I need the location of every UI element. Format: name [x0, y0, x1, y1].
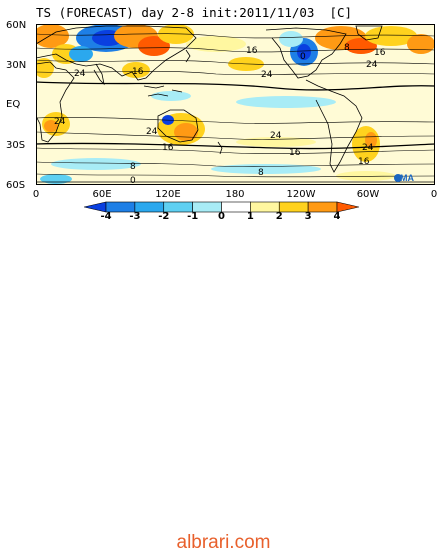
temperature-anomaly-map: 16 24 0 16 24 8 16 24 24 24 16 24 16 8 2…	[36, 24, 435, 185]
colorbar-tick-label: 4	[333, 211, 341, 222]
lon-label: 60E	[92, 189, 112, 200]
contour-label: 0	[300, 52, 306, 62]
jma-logo-text: JMA	[395, 173, 415, 183]
chart-title: TS (FORECAST) day 2-8 init:2011/11/03 [C…	[36, 5, 353, 20]
contour-label: 24	[54, 117, 66, 127]
contour-label: 16	[358, 157, 370, 167]
map-frame	[36, 24, 435, 185]
isotherm-contours	[36, 33, 435, 178]
contour-label: 24	[261, 70, 273, 80]
colorbar-tick-label: -1	[187, 211, 199, 222]
lat-label-60s: 60S	[6, 180, 26, 191]
contour-label: 24	[362, 143, 374, 153]
lon-label: 180	[225, 189, 245, 200]
lat-label-60n: 60N	[6, 20, 27, 31]
colorbar-tick-label: -2	[158, 211, 170, 222]
lat-label-30n: 30N	[6, 60, 27, 71]
contour-label: 16	[132, 67, 144, 77]
lon-label: 120W	[286, 189, 316, 200]
colorbar-tick-label: -3	[129, 211, 141, 222]
lat-label-eq: EQ	[6, 99, 21, 110]
coastlines	[36, 25, 435, 183]
lon-label: 120E	[155, 189, 181, 200]
contour-label: 8	[130, 162, 136, 172]
lat-label-30s: 30S	[6, 140, 26, 151]
watermark: albrari.com	[176, 532, 271, 553]
contour-label-group: 16 24 0 16 24 8 16 24 24 24 16 24 16 8 2…	[54, 43, 386, 185]
thick-contours	[36, 81, 435, 150]
contour-label: 16	[374, 48, 386, 58]
contour-label: 8	[258, 168, 264, 178]
colorbar	[84, 201, 359, 213]
contour-label: 24	[146, 127, 158, 137]
contour-label: 16	[289, 148, 301, 158]
map-svg: 16 24 0 16 24 8 16 24 24 24 16 24 16 8 2…	[36, 24, 435, 185]
contour-label: 24	[270, 131, 282, 141]
colorbar-tick-label: 3	[304, 211, 312, 222]
colorbar-tick-label: 2	[275, 211, 283, 222]
contour-label: 16	[162, 143, 174, 153]
lon-label: 60W	[356, 189, 380, 200]
contour-label: 8	[344, 43, 350, 53]
contour-label: 0	[130, 176, 136, 185]
jma-logo-icon	[394, 174, 402, 182]
contour-label: 24	[366, 60, 378, 70]
contour-label: 24	[74, 69, 86, 79]
colorbar-cell	[336, 201, 359, 213]
colorbar-tick-label: -4	[100, 211, 112, 222]
lon-label: 0	[430, 189, 438, 200]
colorbar-tick-label: 0	[218, 211, 225, 222]
colorbar-tick-label: 1	[246, 211, 254, 222]
contour-label: 16	[246, 46, 258, 56]
lon-label: 0	[32, 189, 40, 200]
